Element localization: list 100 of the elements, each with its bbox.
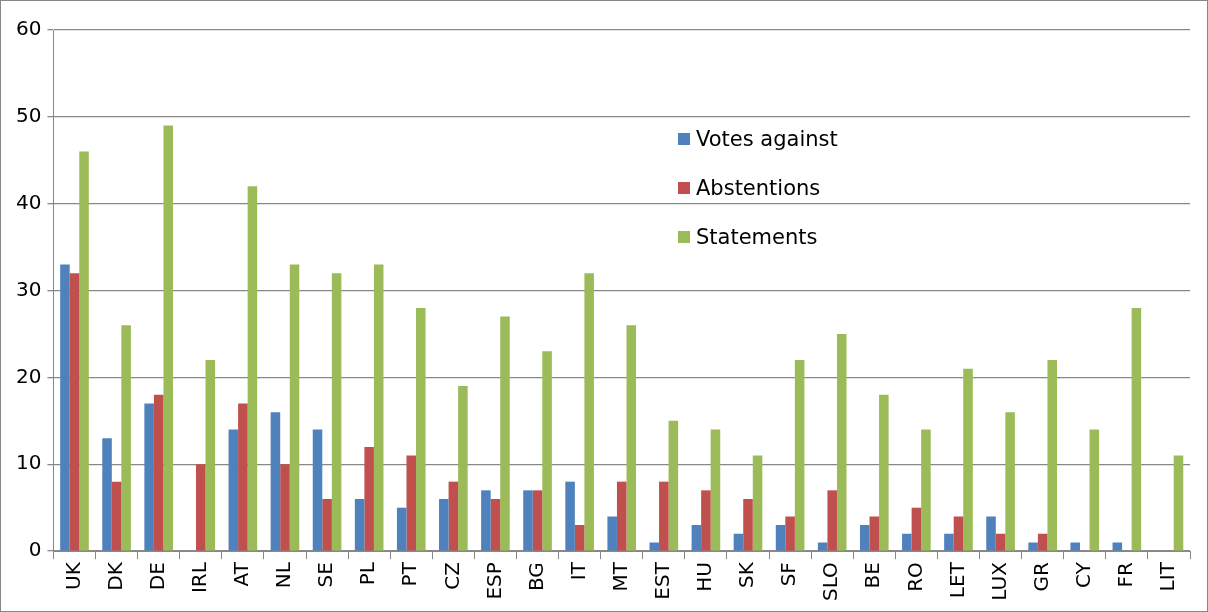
bar [775,525,786,551]
x-tick-label: AT [229,561,254,587]
x-tick-label: EST [650,561,675,600]
bar [659,481,669,551]
bar [1173,455,1184,551]
bar [1131,307,1142,551]
x-tick-label: PL [355,561,380,586]
bar [532,490,543,551]
bar [373,264,384,551]
bar [354,499,365,551]
bar [121,325,131,551]
bar [458,386,468,551]
x-tick-label: SLO [818,562,843,602]
x-tick-label: SK [734,561,759,588]
bar [523,490,533,551]
bar [247,186,258,551]
bar [827,490,837,551]
x-tick-label: RO [902,562,927,592]
bar [60,264,70,551]
y-tick-label: 0 [28,537,42,562]
bar [153,394,164,551]
y-tick-label: 30 [16,276,42,301]
bar [701,490,711,551]
x-tick-label: GR [1028,562,1053,592]
y-tick-label: 50 [16,103,42,128]
x-tick-label: ESP [481,562,506,600]
x-tick-label: LUX [986,561,1011,601]
x-tick-label: UK [60,561,85,590]
bar [584,273,594,551]
bar [817,542,828,551]
x-tick-label: NL [271,561,296,589]
bar [406,455,417,551]
bar [794,360,805,551]
bar [481,490,491,551]
bar [1005,412,1015,551]
x-tick-label: FR [1113,562,1138,588]
bar [1037,533,1048,551]
bar [163,125,173,551]
bar [944,533,954,551]
bar [616,481,627,551]
bar [836,333,847,551]
legend-label: Votes against [696,126,838,151]
bar [270,412,281,551]
bar [1047,360,1057,551]
x-tick-label: SE [313,562,338,588]
bar [986,516,996,551]
x-tick-label: IRL [186,561,211,594]
bar [228,429,239,551]
bar [869,516,880,551]
bar [1089,429,1100,551]
bar [1112,542,1123,551]
x-tick-label: BG [523,562,548,592]
bar [439,499,449,551]
bar [111,481,122,551]
bar [280,464,290,551]
bar [743,499,753,551]
y-tick-label: 10 [16,450,42,475]
bar [331,273,342,551]
bar [238,403,248,551]
bar [859,525,870,551]
bar [565,481,575,551]
x-tick-label: MT [607,561,632,592]
x-tick-label: BE [860,562,885,589]
bar [322,499,332,551]
bar [963,368,973,551]
bar [205,360,216,551]
bar [102,438,112,551]
y-tick-label: 40 [16,189,42,214]
bar [500,316,510,551]
x-tick-label: DE [144,562,169,591]
legend-label: Abstentions [696,175,821,200]
bar [902,533,912,551]
x-tick-label: PT [397,561,422,587]
bar [752,455,763,551]
y-tick-label: 20 [16,363,42,388]
bar [879,394,889,551]
bar [196,464,206,551]
bar [144,403,154,551]
bar [416,307,426,551]
bar [691,525,702,551]
bar [1028,542,1038,551]
bar [396,507,407,551]
bar [448,481,459,551]
bar [668,420,679,551]
bar [911,507,922,551]
x-tick-label: IT [565,561,590,581]
x-tick-label: SF [776,562,801,587]
y-tick-label: 60 [16,16,42,41]
bar [649,542,660,551]
x-tick-label: DK [102,561,127,591]
x-tick-label: CZ [439,562,464,590]
bar [542,351,552,551]
bar [574,525,585,551]
x-tick-label: CY [1070,561,1095,588]
bar [953,516,964,551]
bar [710,429,721,551]
x-tick-label: LET [944,561,969,599]
bar [289,264,300,551]
bar [626,325,637,551]
bar [1070,542,1080,551]
